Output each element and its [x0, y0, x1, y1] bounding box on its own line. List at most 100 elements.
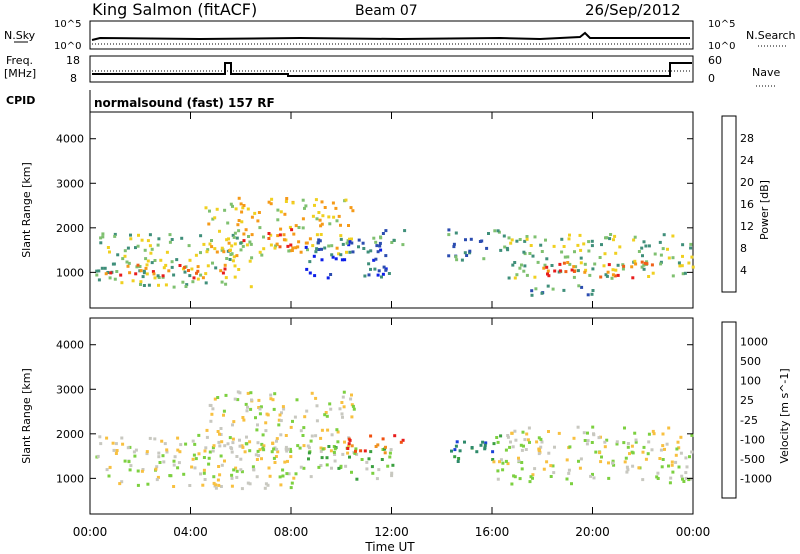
heatmap-cell — [381, 272, 385, 276]
heatmap-cell — [146, 259, 150, 263]
heatmap-cell — [190, 267, 194, 271]
heatmap-cell — [172, 273, 176, 277]
heatmap-cell — [464, 238, 467, 242]
heatmap-cell — [613, 234, 617, 238]
heatmap-cell — [216, 396, 220, 399]
heatmap-cell — [250, 398, 253, 402]
heatmap-cell — [263, 486, 267, 490]
heatmap-cell — [156, 475, 160, 479]
heatmap-cell — [576, 243, 580, 247]
heatmap-cell — [114, 442, 118, 446]
heatmap-cell — [237, 268, 241, 271]
heatmap-cell — [369, 267, 372, 271]
heatmap-cell — [350, 241, 354, 245]
heatmap-cell — [126, 264, 130, 268]
heatmap-cell — [103, 266, 107, 270]
heatmap-cell — [286, 459, 289, 463]
heatmap-cell — [371, 471, 375, 475]
heatmap-cell — [231, 233, 235, 237]
heatmap-cell — [97, 269, 101, 273]
heatmap-cell — [156, 243, 160, 247]
heatmap-cell — [570, 268, 574, 272]
heatmap-cell — [219, 427, 223, 430]
heatmap-cell — [334, 257, 338, 261]
heatmap-cell — [215, 207, 219, 211]
heatmap-cell — [298, 446, 302, 450]
heatmap-cell — [307, 451, 311, 455]
heatmap-cell — [301, 198, 305, 202]
heatmap-cell — [339, 234, 343, 238]
heatmap-cell — [465, 254, 469, 257]
heatmap-cell — [353, 451, 357, 455]
heatmap-cell — [527, 426, 531, 430]
heatmap-cell — [285, 197, 289, 200]
heatmap-cell — [687, 261, 691, 265]
heatmap-cell — [534, 287, 538, 291]
heatmap-cell — [202, 456, 206, 459]
heatmap-cell — [605, 274, 609, 278]
heatmap-cell — [304, 241, 308, 245]
heatmap-cell — [230, 484, 234, 488]
freq-line — [92, 62, 692, 77]
heatmap-cell — [187, 244, 191, 248]
heatmap-cell — [299, 429, 303, 433]
heatmap-cell — [634, 440, 638, 444]
heatmap-cell — [219, 433, 223, 436]
heatmap-cell — [191, 280, 195, 284]
heatmap-cell — [382, 265, 386, 269]
heatmap-cell — [637, 466, 641, 470]
heatmap-cell — [335, 246, 339, 250]
colorbar-tick-label: -100 — [740, 433, 765, 446]
heatmap-cell — [235, 254, 239, 258]
heatmap-cell — [241, 206, 245, 210]
heatmap-cell — [507, 276, 511, 280]
colorbar-tick-label: 25 — [740, 394, 754, 407]
heatmap-cell — [222, 409, 226, 413]
heatmap-cell — [126, 246, 130, 250]
heatmap-cell — [622, 441, 626, 445]
heatmap-cell — [241, 445, 245, 449]
heatmap-cell — [372, 236, 376, 240]
heatmap-cell — [525, 273, 529, 277]
heatmap-cell — [306, 248, 309, 252]
heatmap-cell — [682, 480, 686, 483]
heatmap-cell — [511, 263, 515, 267]
heatmap-cell — [120, 480, 124, 484]
heatmap-cell — [642, 267, 646, 271]
colorbar-tick-label: 100 — [740, 375, 761, 388]
heatmap-cell — [590, 239, 594, 243]
heatmap-cell — [378, 244, 382, 248]
heatmap-cell — [284, 447, 288, 451]
heatmap-cell — [612, 463, 616, 467]
heatmap-cell — [194, 253, 198, 257]
heatmap-cell — [157, 237, 161, 241]
heatmap-cell — [241, 244, 245, 248]
heatmap-cell — [240, 444, 244, 448]
heatmap-cell — [626, 468, 630, 472]
heatmap-cell — [235, 469, 239, 473]
heatmap-cell — [325, 414, 329, 418]
heatmap-cell — [218, 444, 222, 448]
heatmap-cell — [105, 436, 109, 440]
velocity-colorbar-label: Velocity [m s^-1] — [778, 368, 791, 463]
heatmap-cell — [155, 478, 159, 482]
heatmap-cell — [502, 234, 506, 238]
heatmap-cell — [195, 271, 198, 275]
heatmap-cell — [447, 233, 451, 237]
heatmap-cell — [598, 256, 602, 259]
heatmap-cell — [645, 262, 649, 266]
heatmap-cell — [325, 456, 329, 460]
heatmap-cell — [496, 477, 500, 481]
heatmap-cell — [128, 445, 132, 449]
heatmap-cell — [651, 271, 655, 275]
heatmap-cell — [689, 477, 692, 481]
heatmap-cell — [643, 261, 647, 265]
heatmap-cell — [230, 473, 234, 477]
heatmap-cell — [661, 432, 665, 436]
heatmap-cell — [165, 250, 169, 254]
heatmap-cell — [131, 279, 135, 283]
heatmap-cell — [294, 472, 298, 476]
heatmap-cell — [529, 475, 533, 479]
heatmap-cell — [659, 262, 663, 266]
heatmap-cell — [192, 276, 196, 280]
